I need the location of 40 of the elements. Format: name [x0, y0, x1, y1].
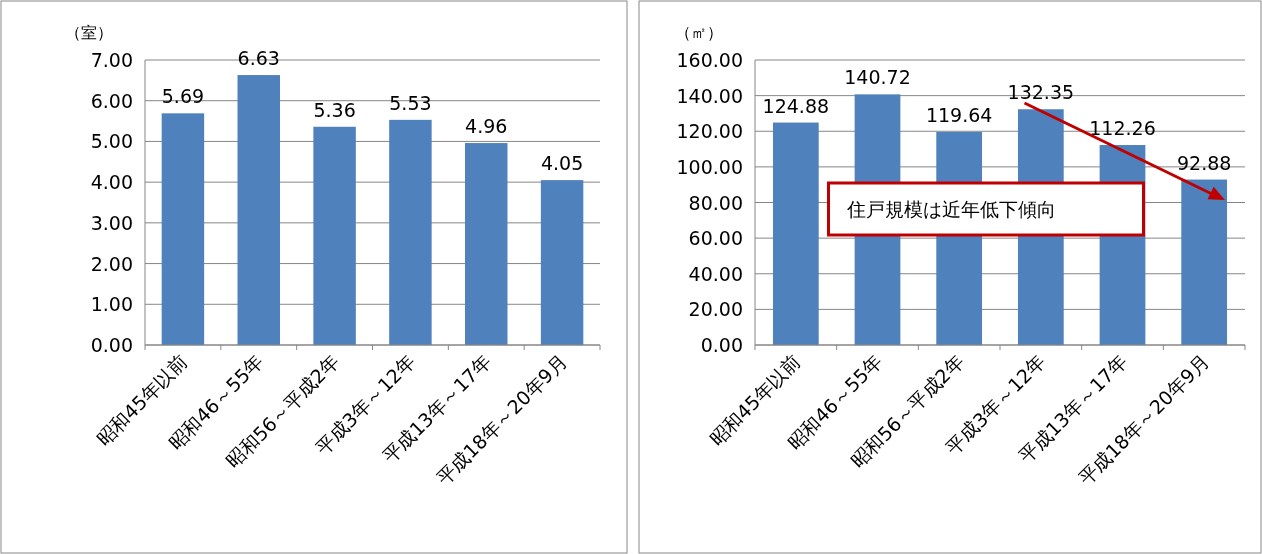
data-label: 119.64 [925, 103, 993, 126]
y-tick-label: 2.00 [90, 252, 133, 275]
y-tick-label: 40.00 [688, 262, 743, 285]
bar [161, 113, 205, 345]
bar [389, 119, 432, 345]
data-label: 92.88 [1176, 151, 1232, 174]
y-tick-label: 160.00 [676, 49, 743, 71]
bar [465, 143, 508, 345]
data-label: 4.96 [465, 115, 508, 138]
bar [540, 180, 584, 345]
y-tick-label: 1.00 [90, 293, 133, 316]
data-label: 124.88 [762, 94, 830, 117]
y-axis-title: （㎡） [675, 23, 723, 42]
y-tick-label: 140.00 [676, 84, 743, 107]
y-tick-label: 80.00 [688, 191, 743, 214]
y-tick-label: 100.00 [676, 155, 743, 178]
y-tick-label: 5.00 [90, 130, 133, 153]
bar [237, 75, 280, 345]
y-tick-label: 6.00 [90, 89, 133, 112]
annotation: 住戸規模は近年低下傾向 [845, 198, 1056, 220]
data-label: 132.35 [1007, 81, 1075, 104]
y-tick-label: 7.00 [90, 49, 133, 71]
y-tick-label: 120.00 [676, 120, 743, 143]
y-tick-label: 4.00 [90, 171, 133, 194]
y-tick-label: 3.00 [90, 211, 133, 234]
y-axis-title: （室） [65, 23, 113, 42]
data-label: 4.05 [540, 152, 584, 175]
data-label: 140.72 [844, 66, 911, 89]
bar [313, 126, 356, 345]
y-tick-label: 20.00 [688, 298, 743, 321]
bar [772, 122, 819, 345]
bar [1181, 179, 1228, 345]
data-label: 6.63 [237, 47, 280, 70]
data-label: 112.26 [1089, 117, 1156, 140]
y-tick-label: 0.00 [700, 334, 743, 356]
y-tick-label: 0.00 [90, 334, 133, 356]
data-label: 5.53 [389, 91, 432, 114]
y-tick-label: 60.00 [688, 227, 743, 250]
data-label: 5.69 [161, 85, 205, 108]
data-label: 5.36 [313, 98, 356, 121]
